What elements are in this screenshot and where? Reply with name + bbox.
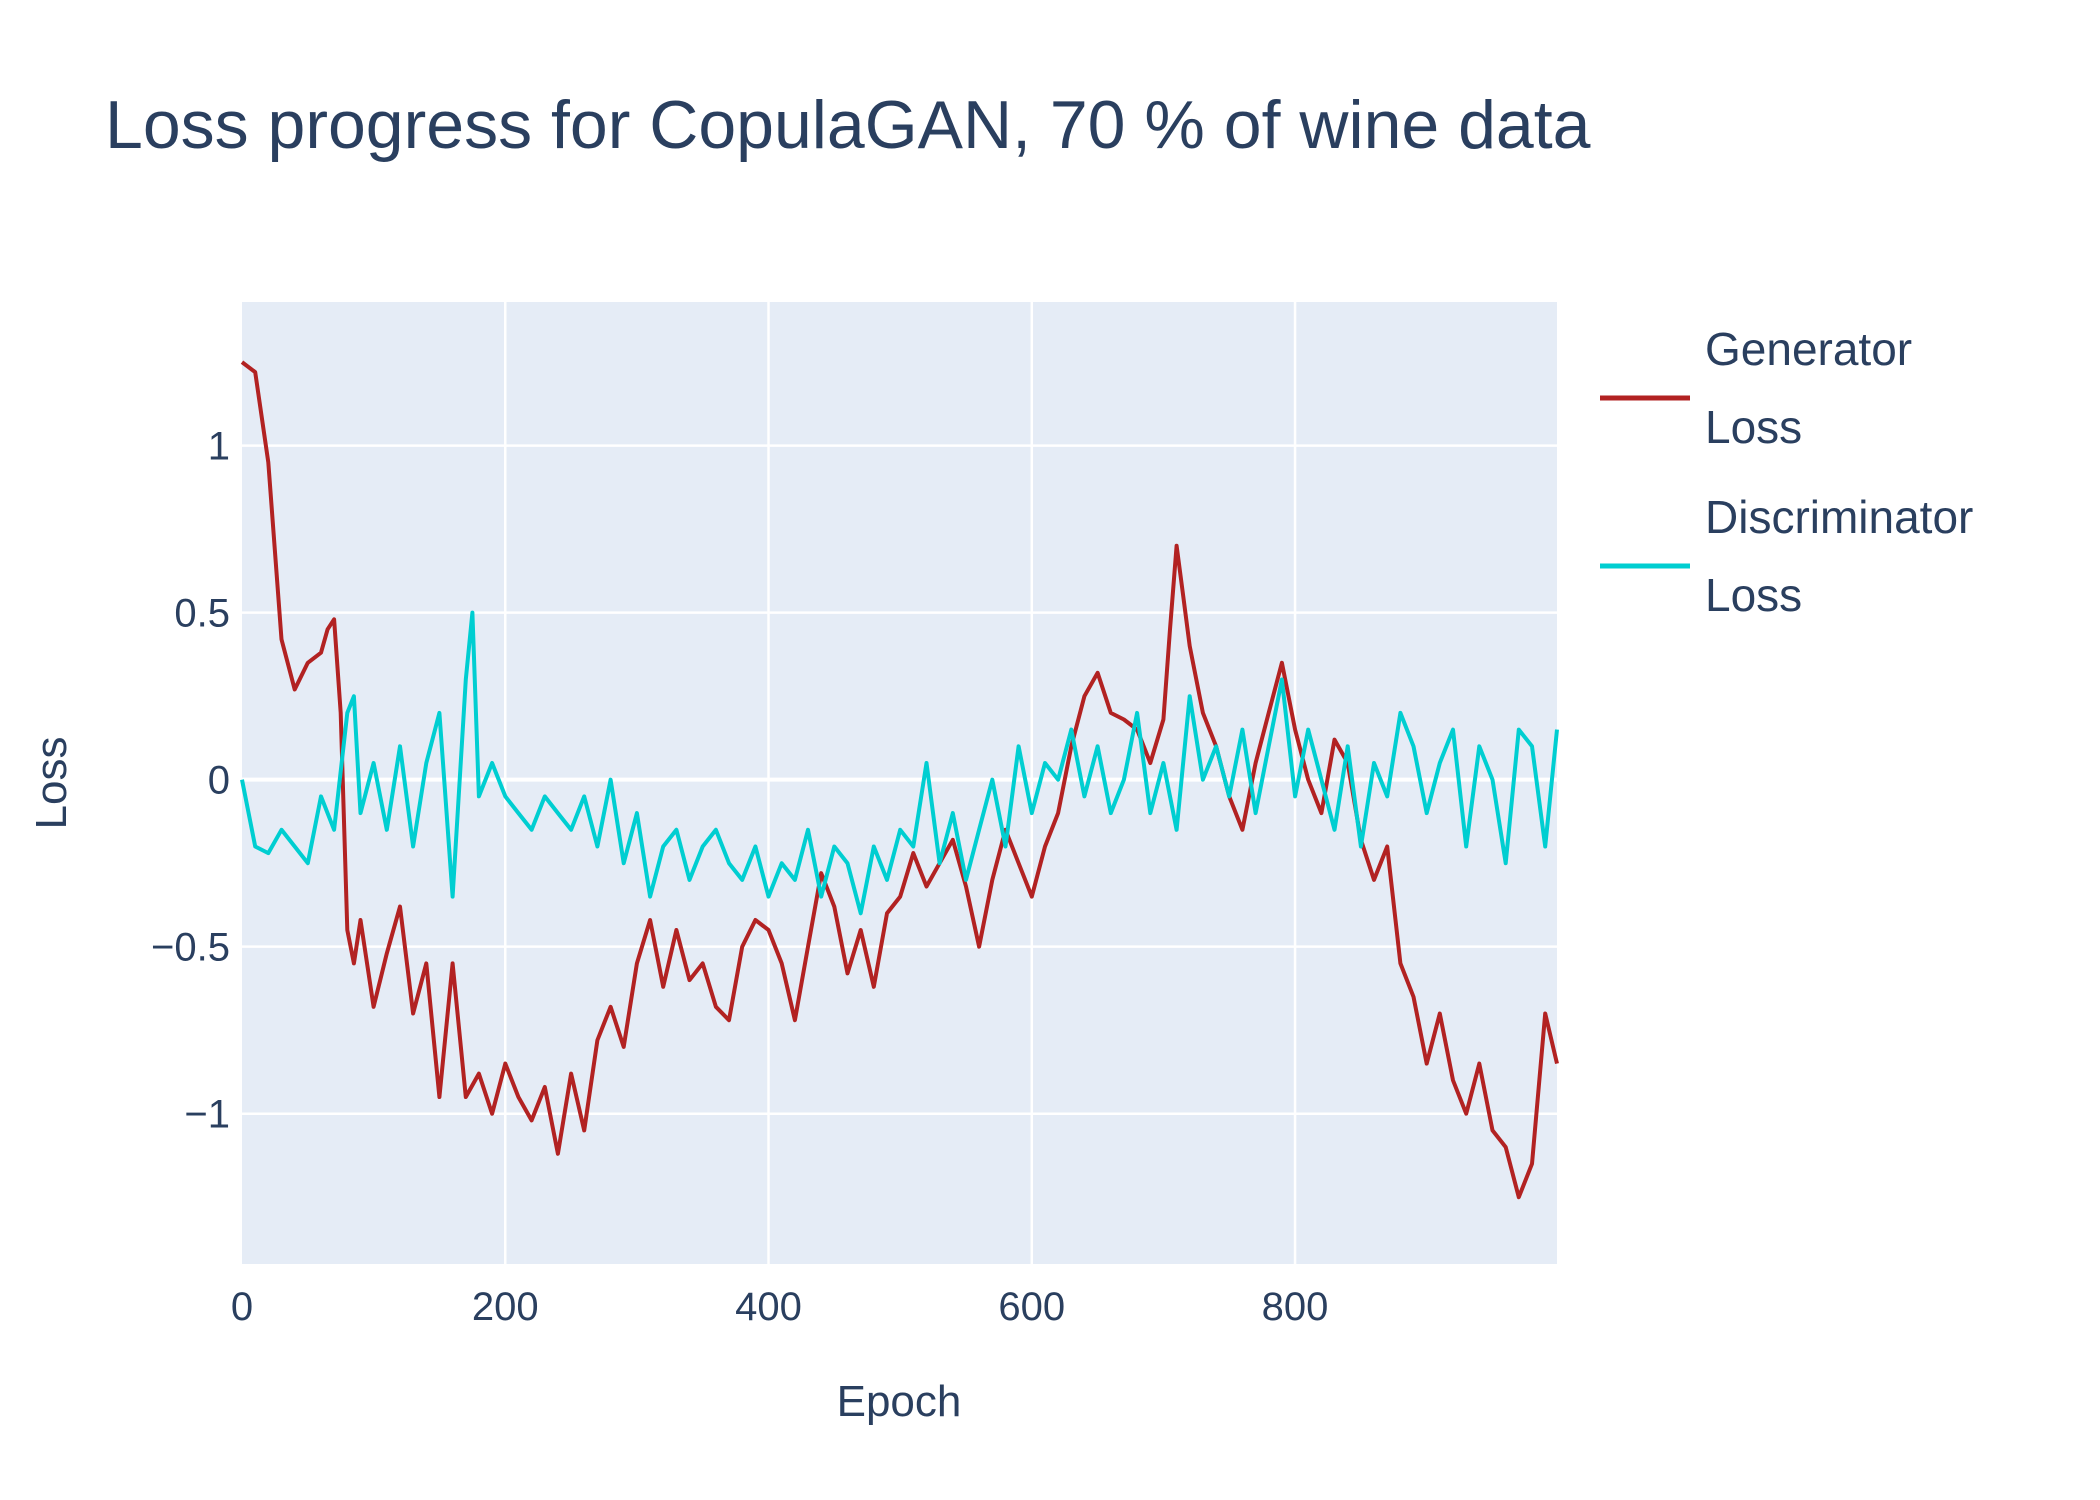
x-tick-label: 800 [1262,1285,1329,1329]
y-tick-label: −1 [184,1093,230,1137]
y-tick-label: 0 [208,759,230,803]
x-axis-label: Epoch [837,1377,962,1426]
y-tick-label: 1 [208,425,230,469]
legend-label: Loss [1705,569,1802,621]
legend-label: Discriminator [1705,491,1973,543]
y-axis-label: Loss [27,737,76,830]
x-tick-label: 600 [998,1285,1065,1329]
legend-item-generator[interactable]: Generator Loss [1600,323,1912,453]
x-tick-label: 200 [472,1285,539,1329]
x-axis-ticks: 0 200 400 600 800 [231,1285,1329,1329]
x-tick-label: 0 [231,1285,253,1329]
y-axis-ticks: 1 0.5 0 −0.5 −1 [151,425,230,1137]
generator-loss-line[interactable] [240,360,1559,1200]
discriminator-loss-line[interactable] [240,610,1559,916]
legend-item-discriminator[interactable]: Discriminator Loss [1600,491,1973,621]
x-tick-label: 400 [735,1285,802,1329]
chart-title: Loss progress for CopulaGAN, 70 % of win… [105,87,1591,163]
grid-lines [242,302,1557,1264]
y-tick-label: −0.5 [151,926,230,970]
series-lines [240,360,1559,1200]
legend-label: Loss [1705,401,1802,453]
legend-label: Generator [1705,323,1912,375]
y-tick-label: 0.5 [174,592,230,636]
